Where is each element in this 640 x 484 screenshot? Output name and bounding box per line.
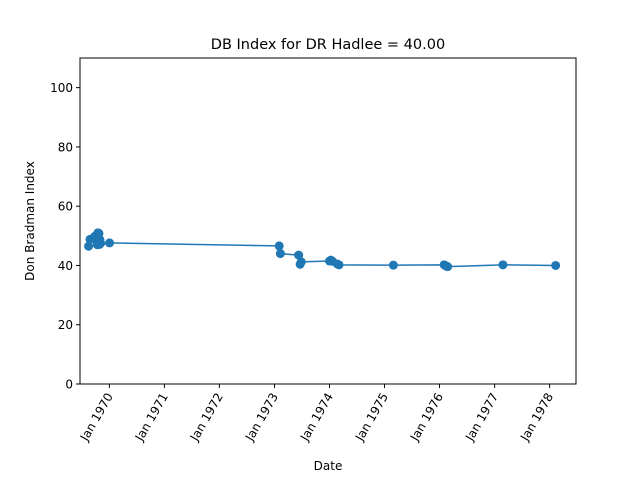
- y-tick-label: 100: [50, 81, 73, 95]
- y-axis-label: Don Bradman Index: [23, 161, 37, 281]
- data-point: [498, 260, 508, 270]
- data-point: [275, 249, 285, 259]
- plot-area: [84, 228, 561, 272]
- y-tick-label: 20: [58, 318, 73, 332]
- y-tick-label: 40: [58, 259, 73, 273]
- y-tick-label: 0: [65, 378, 73, 392]
- data-point: [84, 241, 94, 251]
- data-point: [388, 260, 398, 270]
- x-axis-label: Date: [314, 459, 343, 473]
- data-point: [443, 262, 453, 272]
- data-point: [334, 260, 344, 270]
- data-point: [274, 241, 284, 251]
- axes-frame: [79, 57, 577, 385]
- chart-title: DB Index for DR Hadlee = 40.00: [211, 37, 445, 53]
- data-point: [92, 240, 102, 250]
- y-tick-label: 80: [58, 140, 73, 154]
- data-point: [551, 260, 561, 270]
- y-tick-label: 60: [58, 200, 73, 214]
- data-point: [296, 257, 306, 267]
- data-point: [294, 250, 304, 260]
- data-point: [105, 238, 115, 248]
